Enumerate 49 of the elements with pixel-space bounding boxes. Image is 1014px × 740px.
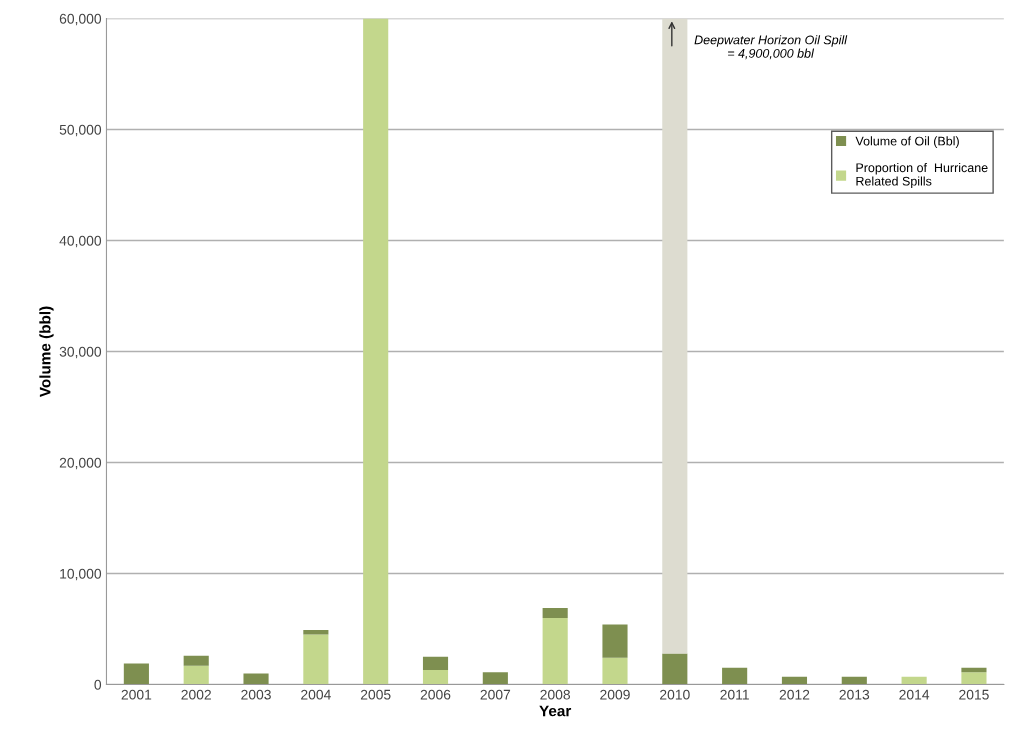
x-tick-label: 2009 [600, 689, 630, 700]
bar [961, 667, 987, 673]
bar [482, 672, 508, 685]
bar [422, 656, 449, 671]
bar [602, 624, 628, 658]
bar [602, 657, 628, 685]
x-axis-title: Year [539, 705, 572, 717]
x-tick-label: 2013 [839, 689, 870, 700]
legend-label: Proportion of Hurricane Related Spills [856, 162, 988, 189]
y-tick-label: 60,000 [59, 13, 102, 26]
bar [722, 667, 748, 685]
legend-label: Volume of Oil (Bbl) [855, 136, 959, 148]
bar [542, 607, 568, 618]
bar [243, 673, 269, 685]
bar [363, 18, 389, 685]
annotation: Deepwater Horizon Oil Spill = 4,900,000 bbl [694, 35, 848, 60]
x-tick-label: 2002 [181, 689, 211, 700]
bar [841, 676, 867, 685]
x-tick-label: 2005 [360, 689, 391, 700]
bar [123, 663, 149, 685]
y-tick-label: 0 [94, 679, 102, 690]
bar [901, 676, 927, 685]
bar [542, 617, 568, 685]
y-tick-label: 40,000 [59, 235, 102, 248]
bar [183, 655, 209, 666]
x-tick-label: 2008 [540, 689, 571, 700]
x-tick-label: 2010 [660, 689, 690, 700]
bar [303, 634, 329, 685]
x-tick-label: 2014 [899, 689, 930, 700]
x-tick-label: 2006 [420, 689, 451, 700]
x-tick-label: 2004 [301, 689, 331, 700]
bar [183, 665, 209, 685]
x-tick-label: 2015 [959, 689, 989, 700]
x-tick-label: 2007 [480, 689, 511, 700]
y-tick-label: 10,000 [60, 568, 102, 581]
bar [303, 630, 329, 635]
bar [662, 653, 688, 685]
y-axis-title: Volume (bbl) [39, 306, 54, 398]
bar [961, 672, 987, 685]
x-tick-label: 2001 [121, 689, 152, 700]
x-tick-label: 2011 [720, 689, 749, 700]
x-tick-label: 2012 [779, 689, 810, 700]
y-tick-label: 30,000 [59, 346, 102, 359]
x-tick-label: 2003 [241, 689, 271, 700]
bar [781, 676, 808, 685]
y-tick-label: 20,000 [59, 457, 102, 470]
y-tick-label: 50,000 [59, 124, 102, 137]
bar [662, 18, 688, 654]
bar [422, 670, 449, 685]
